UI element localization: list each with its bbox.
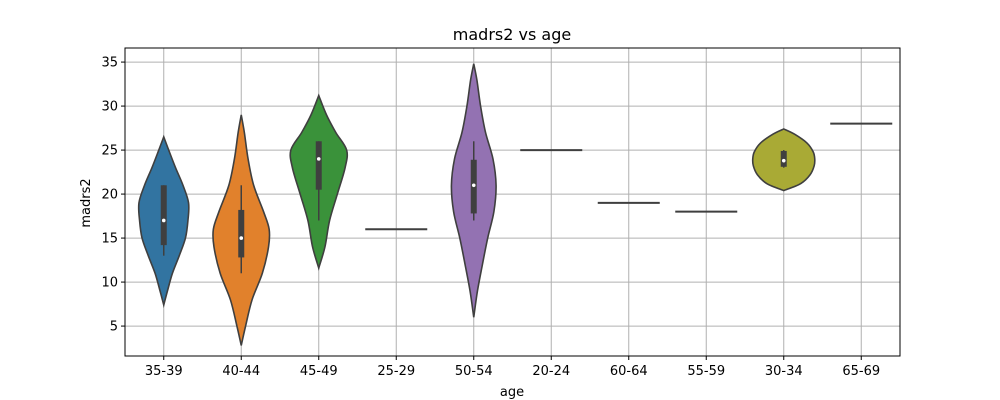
- x-tick-label: 40-44: [222, 364, 260, 379]
- y-tick-label: 35: [101, 56, 118, 71]
- x-tick-label: 50-54: [455, 364, 493, 379]
- x-tick-label: 35-39: [145, 364, 183, 379]
- x-axis-label: age: [500, 385, 524, 400]
- violin-45-49-iqr-box: [315, 141, 322, 190]
- violin-50-54-median: [471, 183, 476, 188]
- y-tick-label: 15: [101, 232, 118, 247]
- x-tick-label: 30-34: [765, 364, 803, 379]
- violin-35-39-iqr-box: [160, 185, 167, 246]
- violin-40-44-median: [239, 236, 244, 240]
- y-axis-label: madrs2: [79, 178, 94, 227]
- violins: [137, 63, 893, 346]
- x-tick-label: 55-59: [687, 364, 725, 379]
- y-tick-label: 5: [110, 320, 118, 335]
- plot-frame: [124, 47, 901, 357]
- violin-45-49-median: [316, 157, 321, 161]
- y-axis: 5 10 15 20 25 30 35: [101, 56, 125, 335]
- y-tick-label: 20: [101, 188, 118, 203]
- violin-35-39-median: [161, 218, 166, 223]
- x-axis: 35-39 40-44 45-49 25-29 50-54 20-24 60-64 55-59…: [145, 356, 880, 379]
- y-tick-label: 10: [101, 276, 118, 291]
- y-tick-label: 25: [101, 144, 118, 159]
- x-tick-label: 65-69: [842, 364, 880, 379]
- x-tick-label: 25-29: [377, 364, 415, 379]
- violin-30-34-median: [781, 158, 786, 163]
- y-tick-label: 30: [101, 100, 118, 115]
- x-tick-label: 45-49: [300, 364, 338, 379]
- chart-title: madrs2 vs age: [453, 25, 571, 44]
- x-tick-label: 60-64: [610, 364, 648, 379]
- violin-40-44-iqr-box: [238, 209, 245, 258]
- x-tick-label: 20-24: [532, 364, 570, 379]
